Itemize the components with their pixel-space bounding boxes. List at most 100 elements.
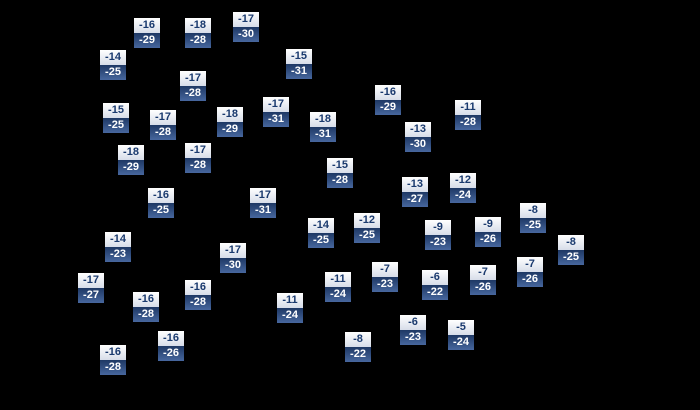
- station-temperature-label[interactable]: -16 -25: [148, 188, 174, 218]
- max-temperature-value: -17: [150, 110, 176, 125]
- min-temperature-value: -26: [470, 280, 496, 295]
- station-temperature-label[interactable]: -17 -31: [250, 188, 276, 218]
- max-temperature-value: -17: [263, 97, 289, 112]
- max-temperature-value: -17: [180, 71, 206, 86]
- min-temperature-value: -29: [118, 160, 144, 175]
- station-temperature-label[interactable]: -18 -28: [185, 18, 211, 48]
- min-temperature-value: -25: [354, 228, 380, 243]
- station-temperature-label[interactable]: -12 -24: [450, 173, 476, 203]
- min-temperature-value: -24: [450, 188, 476, 203]
- max-temperature-value: -16: [133, 292, 159, 307]
- min-temperature-value: -25: [100, 65, 126, 80]
- station-temperature-label[interactable]: -8 -25: [558, 235, 584, 265]
- max-temperature-value: -16: [100, 345, 126, 360]
- max-temperature-value: -12: [450, 173, 476, 188]
- min-temperature-value: -28: [327, 173, 353, 188]
- min-temperature-value: -31: [263, 112, 289, 127]
- station-temperature-label[interactable]: -8 -25: [520, 203, 546, 233]
- min-temperature-value: -30: [220, 258, 246, 273]
- max-temperature-value: -16: [148, 188, 174, 203]
- max-temperature-value: -11: [455, 100, 481, 115]
- station-temperature-label[interactable]: -15 -28: [327, 158, 353, 188]
- station-temperature-label[interactable]: -18 -29: [118, 145, 144, 175]
- station-temperature-label[interactable]: -11 -28: [455, 100, 481, 130]
- station-temperature-label[interactable]: -15 -31: [286, 49, 312, 79]
- station-temperature-label[interactable]: -11 -24: [277, 293, 303, 323]
- min-temperature-value: -29: [217, 122, 243, 137]
- min-temperature-value: -28: [100, 360, 126, 375]
- max-temperature-value: -15: [286, 49, 312, 64]
- station-temperature-label[interactable]: -7 -26: [517, 257, 543, 287]
- max-temperature-value: -15: [103, 103, 129, 118]
- min-temperature-value: -28: [185, 158, 211, 173]
- min-temperature-value: -29: [134, 33, 160, 48]
- max-temperature-value: -8: [345, 332, 371, 347]
- min-temperature-value: -28: [455, 115, 481, 130]
- station-temperature-label[interactable]: -9 -26: [475, 217, 501, 247]
- station-temperature-label[interactable]: -16 -26: [158, 331, 184, 361]
- station-temperature-label[interactable]: -17 -30: [220, 243, 246, 273]
- station-temperature-label[interactable]: -18 -31: [310, 112, 336, 142]
- station-temperature-label[interactable]: -16 -28: [185, 280, 211, 310]
- max-temperature-value: -16: [134, 18, 160, 33]
- max-temperature-value: -12: [354, 213, 380, 228]
- station-temperature-label[interactable]: -6 -22: [422, 270, 448, 300]
- max-temperature-value: -13: [402, 177, 428, 192]
- max-temperature-value: -7: [517, 257, 543, 272]
- max-temperature-value: -8: [520, 203, 546, 218]
- station-temperature-label[interactable]: -5 -24: [448, 320, 474, 350]
- station-temperature-label[interactable]: -14 -25: [100, 50, 126, 80]
- station-temperature-label[interactable]: -7 -26: [470, 265, 496, 295]
- max-temperature-value: -16: [158, 331, 184, 346]
- station-temperature-label[interactable]: -17 -28: [185, 143, 211, 173]
- min-temperature-value: -24: [325, 287, 351, 302]
- station-temperature-label[interactable]: -17 -28: [150, 110, 176, 140]
- min-temperature-value: -28: [185, 33, 211, 48]
- min-temperature-value: -28: [180, 86, 206, 101]
- max-temperature-value: -16: [375, 85, 401, 100]
- min-temperature-value: -24: [448, 335, 474, 350]
- max-temperature-value: -17: [220, 243, 246, 258]
- max-temperature-value: -17: [250, 188, 276, 203]
- station-temperature-label[interactable]: -9 -23: [425, 220, 451, 250]
- station-temperature-label[interactable]: -17 -30: [233, 12, 259, 42]
- min-temperature-value: -26: [517, 272, 543, 287]
- min-temperature-value: -28: [150, 125, 176, 140]
- station-temperature-label[interactable]: -16 -29: [134, 18, 160, 48]
- max-temperature-value: -14: [100, 50, 126, 65]
- station-temperature-label[interactable]: -7 -23: [372, 262, 398, 292]
- station-temperature-label[interactable]: -14 -23: [105, 232, 131, 262]
- station-temperature-label[interactable]: -16 -28: [100, 345, 126, 375]
- min-temperature-value: -23: [105, 247, 131, 262]
- station-temperature-label[interactable]: -13 -30: [405, 122, 431, 152]
- max-temperature-value: -14: [308, 218, 334, 233]
- min-temperature-value: -22: [422, 285, 448, 300]
- station-temperature-label[interactable]: -12 -25: [354, 213, 380, 243]
- station-temperature-label[interactable]: -13 -27: [402, 177, 428, 207]
- station-temperature-label[interactable]: -18 -29: [217, 107, 243, 137]
- max-temperature-value: -16: [185, 280, 211, 295]
- station-temperature-label[interactable]: -16 -28: [133, 292, 159, 322]
- min-temperature-value: -25: [308, 233, 334, 248]
- station-temperature-label[interactable]: -16 -29: [375, 85, 401, 115]
- max-temperature-value: -18: [185, 18, 211, 33]
- station-temperature-label[interactable]: -14 -25: [308, 218, 334, 248]
- station-temperature-label[interactable]: -17 -27: [78, 273, 104, 303]
- station-temperature-label[interactable]: -6 -23: [400, 315, 426, 345]
- min-temperature-value: -23: [400, 330, 426, 345]
- max-temperature-value: -17: [78, 273, 104, 288]
- min-temperature-value: -31: [310, 127, 336, 142]
- max-temperature-value: -17: [233, 12, 259, 27]
- max-temperature-value: -7: [372, 262, 398, 277]
- station-temperature-label[interactable]: -17 -28: [180, 71, 206, 101]
- station-temperature-label[interactable]: -17 -31: [263, 97, 289, 127]
- min-temperature-value: -24: [277, 308, 303, 323]
- station-temperature-label[interactable]: -11 -24: [325, 272, 351, 302]
- min-temperature-value: -30: [405, 137, 431, 152]
- station-temperature-label[interactable]: -8 -22: [345, 332, 371, 362]
- max-temperature-value: -11: [277, 293, 303, 308]
- max-temperature-value: -18: [118, 145, 144, 160]
- min-temperature-value: -25: [558, 250, 584, 265]
- station-temperature-label[interactable]: -15 -25: [103, 103, 129, 133]
